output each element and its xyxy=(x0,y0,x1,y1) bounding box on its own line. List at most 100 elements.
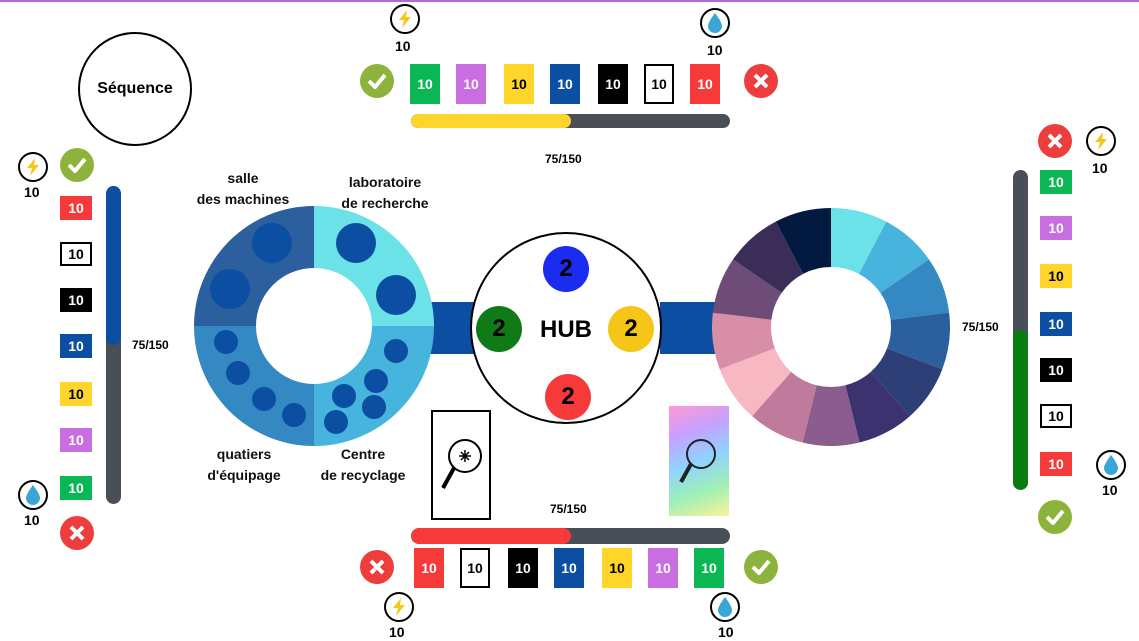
bottom-confirm-button[interactable] xyxy=(744,550,778,584)
room-label-lab: laboratoire de recherche xyxy=(341,174,429,211)
token-slot xyxy=(376,275,416,315)
bottom-card-red[interactable]: 10 xyxy=(414,548,444,588)
hub-token-red[interactable]: 2 xyxy=(545,374,591,420)
water-drop-icon xyxy=(710,592,740,622)
energy-icon xyxy=(390,4,420,34)
wheel-segment[interactable] xyxy=(752,371,817,443)
room-quarters[interactable] xyxy=(194,326,314,446)
token-slot xyxy=(282,403,306,427)
token-value: 2 xyxy=(561,383,575,410)
bottom-cancel-button[interactable] xyxy=(360,550,394,584)
token-slot xyxy=(210,269,250,309)
bottom-card-white[interactable]: 10 xyxy=(460,548,490,588)
top-card-white[interactable]: 10 xyxy=(644,64,674,104)
bottom-progress-bar xyxy=(411,528,730,544)
right-card-purple[interactable]: 10 xyxy=(1040,216,1072,240)
sequence-circle[interactable]: Séquence xyxy=(78,32,192,146)
wheel-segment[interactable] xyxy=(845,371,910,443)
bottom-card-purple[interactable]: 10 xyxy=(648,548,678,588)
token-value: 2 xyxy=(492,315,506,342)
left-card-purple[interactable]: 10 xyxy=(60,428,92,452)
right-cancel-button[interactable] xyxy=(1038,124,1072,158)
wheel-segment[interactable] xyxy=(712,312,775,370)
top-card-purple[interactable]: 10 xyxy=(456,64,486,104)
rainbow-card-deck[interactable] xyxy=(669,406,729,516)
hub[interactable]: HUB 2 2 2 2 xyxy=(470,232,662,424)
wheel-segment[interactable] xyxy=(870,348,943,417)
water-drop-icon xyxy=(18,480,48,510)
right-card-blue[interactable]: 10 xyxy=(1040,312,1072,336)
water-drop-icon xyxy=(700,8,730,38)
wheel-segment[interactable] xyxy=(858,221,929,293)
room-lab[interactable] xyxy=(314,206,434,326)
left-confirm-button[interactable] xyxy=(60,148,94,182)
hub-token-yellow[interactable]: 2 xyxy=(608,306,654,352)
right-card-yellow[interactable]: 10 xyxy=(1040,264,1072,288)
token-slot xyxy=(384,339,408,363)
wheel-segment[interactable] xyxy=(719,348,792,417)
left-progress-fill xyxy=(106,186,121,345)
token-slot xyxy=(252,223,292,263)
left-water-value: 10 xyxy=(24,512,40,528)
token-value: 2 xyxy=(559,255,573,282)
room-label-recycling: Centre de recyclage xyxy=(320,446,406,483)
search-card-deck[interactable] xyxy=(431,410,491,520)
hub-token-blue[interactable]: 2 xyxy=(543,246,589,292)
room-label-quarters: quatiers d'équipage xyxy=(207,446,281,483)
hub-label: HUB xyxy=(540,316,592,343)
left-card-black[interactable]: 10 xyxy=(60,288,92,312)
top-card-yellow[interactable]: 10 xyxy=(504,64,534,104)
station-ring xyxy=(194,206,434,446)
top-card-blue[interactable]: 10 xyxy=(550,64,580,104)
wheel-segment[interactable] xyxy=(775,208,831,274)
wheel-segment[interactable] xyxy=(831,208,887,274)
left-cancel-button[interactable] xyxy=(60,516,94,550)
left-card-green[interactable]: 10 xyxy=(60,476,92,500)
bottom-water-value: 10 xyxy=(718,624,734,640)
left-card-white[interactable]: 10 xyxy=(60,242,92,266)
token-slot xyxy=(214,330,238,354)
right-card-black[interactable]: 10 xyxy=(1040,358,1072,382)
bottom-card-black[interactable]: 10 xyxy=(508,548,538,588)
right-confirm-button[interactable] xyxy=(1038,500,1072,534)
top-card-red[interactable]: 10 xyxy=(690,64,720,104)
energy-icon xyxy=(1086,126,1116,156)
bottom-card-yellow[interactable]: 10 xyxy=(602,548,632,588)
right-water-value: 10 xyxy=(1102,482,1118,498)
wheel-segment[interactable] xyxy=(880,259,950,320)
connector-right xyxy=(660,302,720,354)
left-card-blue[interactable]: 10 xyxy=(60,334,92,358)
room-machines[interactable] xyxy=(194,206,314,326)
token-slot xyxy=(336,223,376,263)
right-progress-fill xyxy=(1013,330,1028,490)
hub-token-green[interactable]: 2 xyxy=(476,306,522,352)
wheel-segment[interactable] xyxy=(887,312,950,370)
top-progress-fill xyxy=(411,114,571,128)
top-card-green[interactable]: 10 xyxy=(410,64,440,104)
left-progress-bar xyxy=(106,186,121,504)
right-progress-bar xyxy=(1013,170,1028,490)
left-card-red[interactable]: 10 xyxy=(60,196,92,220)
bottom-card-blue[interactable]: 10 xyxy=(554,548,584,588)
bottom-card-green[interactable]: 10 xyxy=(694,548,724,588)
top-confirm-button[interactable] xyxy=(360,64,394,98)
left-card-yellow[interactable]: 10 xyxy=(60,382,92,406)
bottom-progress-text: 75/150 xyxy=(550,502,587,516)
room-label-machines: salle des machines xyxy=(196,170,290,207)
top-cancel-button[interactable] xyxy=(744,64,778,98)
color-wheel xyxy=(712,208,950,446)
wheel-segment[interactable] xyxy=(733,221,804,293)
magnifier-icon xyxy=(679,439,716,483)
top-card-black[interactable]: 10 xyxy=(598,64,628,104)
token-slot xyxy=(362,395,386,419)
top-energy-value: 10 xyxy=(395,38,411,54)
wheel-segment[interactable] xyxy=(712,259,782,320)
right-card-white[interactable]: 10 xyxy=(1040,404,1072,428)
water-drop-icon xyxy=(1096,450,1126,480)
right-card-green[interactable]: 10 xyxy=(1040,170,1072,194)
wheel-segment[interactable] xyxy=(802,385,860,446)
top-progress-bar xyxy=(411,114,730,128)
right-card-red[interactable]: 10 xyxy=(1040,452,1072,476)
magnifier-icon xyxy=(441,439,482,489)
